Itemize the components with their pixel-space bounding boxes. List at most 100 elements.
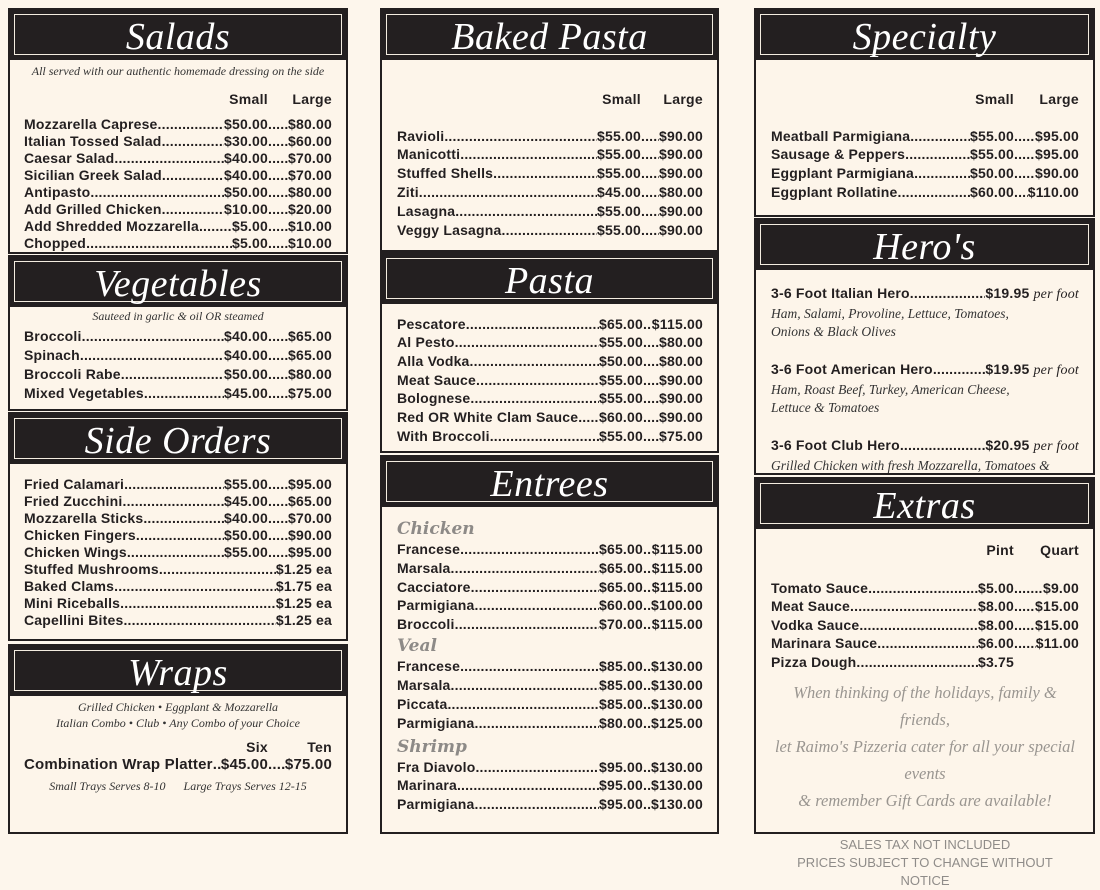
item-price-2: $130.00 [650, 796, 703, 813]
menu-item[interactable]: Francese $65.00 $115.00 [397, 540, 703, 559]
leader-dots [455, 333, 599, 352]
menu-item[interactable]: Meat Sauce $55.00 $90.00 [397, 371, 703, 390]
item-name: Fried Zucchini [24, 492, 123, 509]
column-headers: Small Large [771, 91, 1079, 107]
leader-dots [268, 510, 288, 527]
menu-item[interactable]: Add Grilled Chicken $10.00 $20.00 [24, 201, 332, 218]
menu-item[interactable]: Antipasto $50.00 $80.00 [24, 184, 332, 201]
item-name: Sicilian Greek Salad [24, 166, 162, 183]
menu-item[interactable]: Bolognese $55.00 $90.00 [397, 389, 703, 408]
price-2-cell: $130.00 [643, 776, 703, 795]
menu-item[interactable]: Chopped $5.00 $10.00 [24, 235, 332, 252]
leader-dots [268, 133, 288, 150]
menu-item[interactable]: Parmigiana $95.00 $130.00 [397, 795, 703, 814]
leader-dots [493, 164, 597, 183]
menu-item[interactable]: Fra Diavolo $95.00 $130.00 [397, 758, 703, 777]
section-title: Baked Pasta [451, 16, 648, 58]
menu-item[interactable]: Mini Riceballs $1.25 ea [24, 595, 332, 612]
menu-item[interactable]: Parmigiana $80.00 $125.00 [397, 714, 703, 733]
price-2-cell: $90.00 [268, 527, 332, 544]
price-2-cell: $130.00 [643, 676, 703, 695]
menu-item[interactable]: Baked Clams $1.75 ea [24, 578, 332, 595]
price-2-cell: $20.00 [268, 201, 332, 218]
menu-item[interactable]: Vodka Sauce $8.00 $15.00 [771, 616, 1079, 635]
menu-item[interactable]: Caesar Salad $40.00 $70.00 [24, 150, 332, 167]
section-header: Baked Pasta [382, 10, 717, 60]
price-2-cell: $90.00 [641, 164, 703, 183]
menu-item[interactable]: Mozzarella Sticks $40.00 $70.00 [24, 510, 332, 527]
category-label: Veal [397, 636, 437, 657]
item-price-1: $85.00 [598, 677, 643, 694]
leader-dots [910, 284, 986, 302]
item-price-2: $90.00 [658, 146, 703, 163]
menu-item[interactable]: Tomato Sauce $5.00 $9.00 [771, 579, 1079, 598]
menu-item[interactable]: With Broccoli $55.00 $75.00 [397, 427, 703, 446]
menu-item[interactable]: Marinara $95.00 $130.00 [397, 776, 703, 795]
menu-item[interactable]: Stuffed Shells $55.00 $90.00 [397, 164, 703, 183]
menu-item[interactable]: Al Pesto $55.00 $80.00 [397, 333, 703, 352]
menu-item[interactable]: Marsala $85.00 $130.00 [397, 676, 703, 695]
item-price-1: $50.00 [223, 115, 268, 132]
item-name: Ravioli [397, 127, 445, 144]
section-title: Entrees [490, 463, 609, 505]
menu-item[interactable]: Fried Calamari $55.00 $95.00 [24, 476, 332, 493]
section-note: Italian Combo • Club • Any Combo of your… [56, 716, 300, 730]
menu-item[interactable]: Red OR White Clam Sauce $60.00 $90.00 [397, 408, 703, 427]
menu-item[interactable]: Ziti $45.00 $80.00 [397, 183, 703, 202]
menu-item[interactable]: Pescatore $65.00 $115.00 [397, 315, 703, 334]
menu-item[interactable]: Chicken Wings $55.00 $95.00 [24, 544, 332, 561]
item-price-1: $55.00 [969, 146, 1014, 163]
menu-item[interactable]: Stuffed Mushrooms $1.25 ea [24, 561, 332, 578]
menu-item[interactable]: Eggplant Parmigiana $50.00 $90.00 [771, 164, 1079, 183]
menu-item[interactable]: Combination Wrap Platter $45.00 $75.00 [24, 756, 332, 774]
menu-item[interactable]: Eggplant Rollatine $60.00 $110.00 [771, 183, 1079, 202]
item-price: $20.95 [985, 437, 1030, 453]
menu-item[interactable]: Manicotti $55.00 $90.00 [397, 145, 703, 164]
menu-item[interactable]: Broccoli $70.00 $115.00 [397, 615, 703, 634]
leader-dots [643, 714, 651, 733]
menu-item[interactable]: Sicilian Greek Salad $40.00 $70.00 [24, 167, 332, 184]
menu-item[interactable]: Chicken Fingers $50.00 $90.00 [24, 527, 332, 544]
menu-item[interactable]: Meatball Parmigiana $55.00 $95.00 [771, 127, 1079, 146]
item-price-2: $95.00 [287, 475, 332, 492]
leader-dots [86, 235, 232, 252]
item-price-1: $45.00 [223, 384, 268, 401]
item-price-1: $30.00 [223, 132, 268, 149]
menu-item[interactable]: Broccoli Rabe $50.00 $80.00 [24, 365, 332, 384]
leader-dots [90, 184, 224, 201]
section-note: All served with our authentic homemade d… [31, 64, 325, 78]
leader-dots [641, 202, 659, 221]
section-header: Specialty [756, 10, 1093, 60]
price-2-cell: $90.00 [641, 221, 703, 240]
leader-dots [162, 167, 224, 184]
menu-item[interactable]: Veggy Lasagna $55.00 $90.00 [397, 221, 703, 240]
menu-item[interactable]: Italian Tossed Salad $30.00 $60.00 [24, 133, 332, 150]
menu-item[interactable]: Broccoli $40.00 $65.00 [24, 327, 332, 346]
menu-item[interactable]: Capellini Bites $1.25 ea [24, 612, 332, 629]
menu-item[interactable]: Spinach $40.00 $65.00 [24, 346, 332, 365]
menu-item[interactable]: Parmigiana $60.00 $100.00 [397, 596, 703, 615]
item-name: Ziti [397, 183, 419, 200]
menu-item[interactable]: Marinara Sauce $6.00 $11.00 [771, 634, 1079, 653]
section-title: Pasta [504, 260, 595, 302]
menu-item[interactable]: Sausage & Peppers $55.00 $95.00 [771, 145, 1079, 164]
menu-item[interactable]: Francese $85.00 $130.00 [397, 657, 703, 676]
menu-item[interactable]: Marsala $65.00 $115.00 [397, 559, 703, 578]
menu-item[interactable]: Cacciatore $65.00 $115.00 [397, 578, 703, 597]
menu-item[interactable]: Piccata $85.00 $130.00 [397, 695, 703, 714]
leader-dots [476, 371, 599, 390]
menu-item[interactable]: Lasagna $55.00 $90.00 [397, 202, 703, 221]
menu-item[interactable]: Fried Zucchini $45.00 $65.00 [24, 493, 332, 510]
menu-item[interactable]: Mixed Vegetables $45.00 $75.00 [24, 384, 332, 403]
item-price-1: $5.00 [977, 579, 1014, 596]
menu-item[interactable]: Alla Vodka $50.00 $80.00 [397, 352, 703, 371]
menu-item[interactable]: Add Shredded Mozzarella $5.00 $10.00 [24, 218, 332, 235]
menu-item[interactable]: Pizza Dough $3.75 [771, 653, 1079, 672]
menu-item[interactable]: Mozzarella Caprese $50.00 $80.00 [24, 116, 332, 133]
menu-item[interactable]: Meat Sauce $8.00 $15.00 [771, 597, 1079, 616]
menu-item[interactable]: Ravioli $55.00 $90.00 [397, 127, 703, 146]
